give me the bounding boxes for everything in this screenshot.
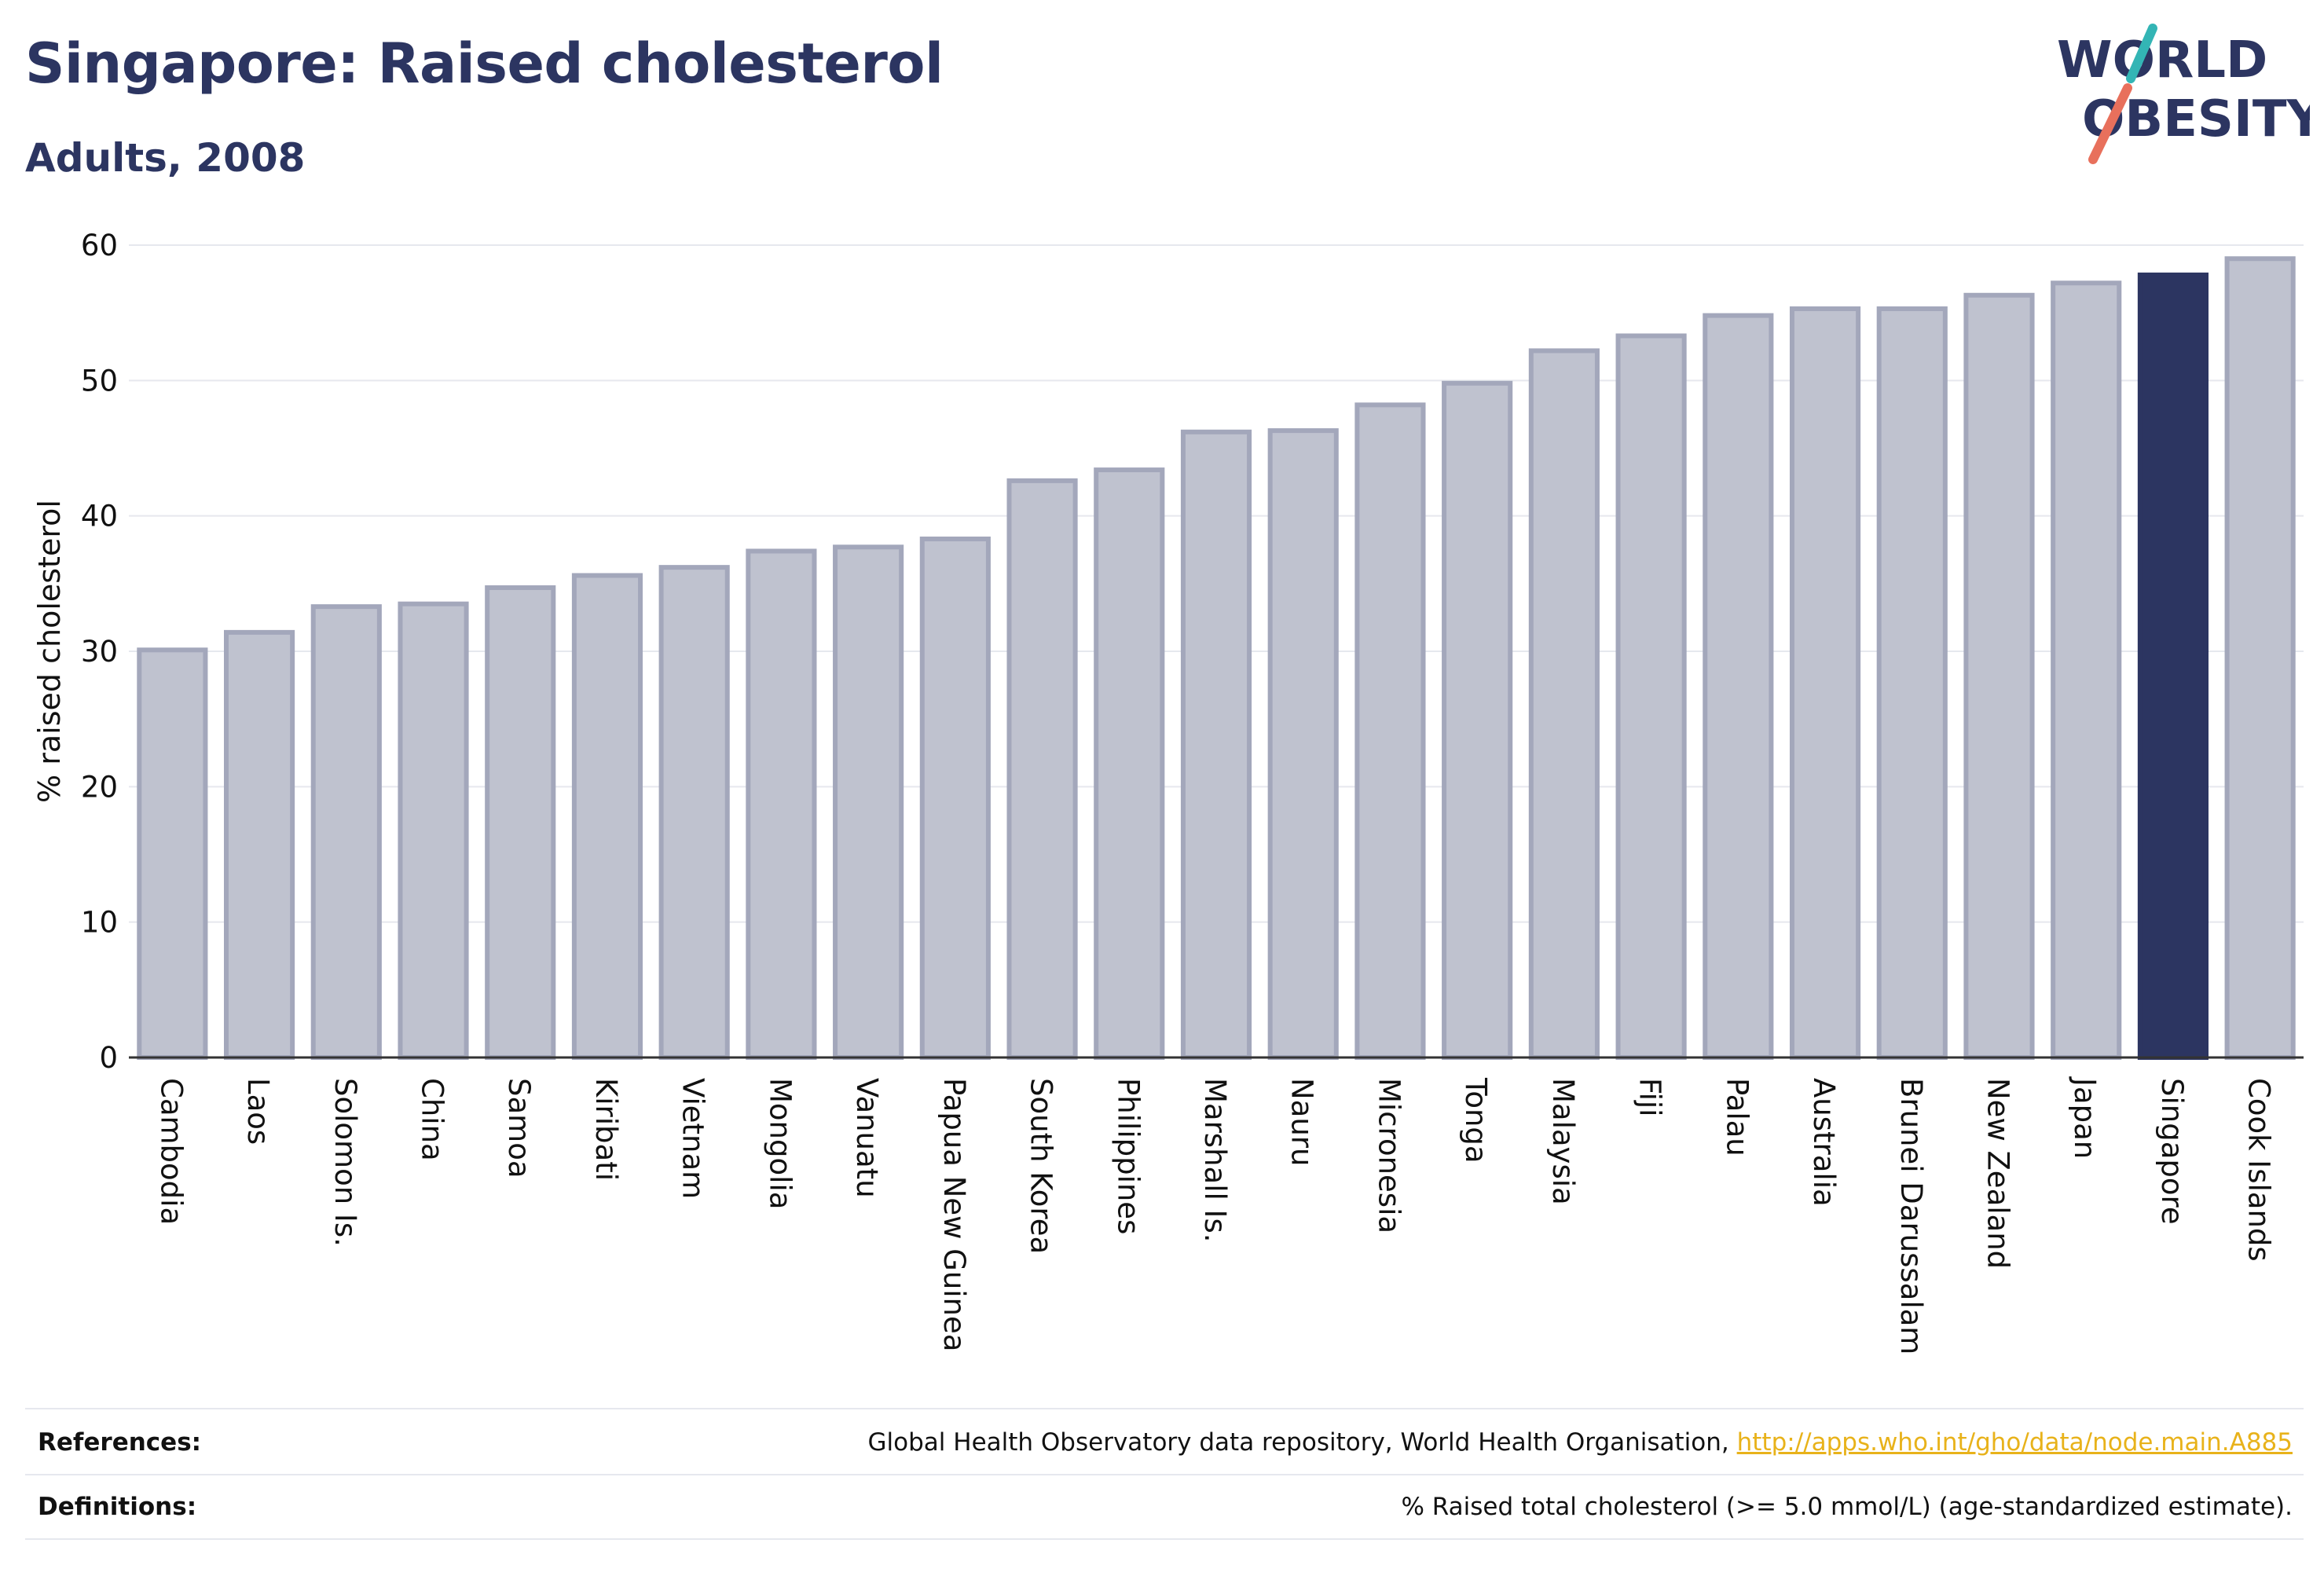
y-axis-ticks: 0 10 20 30 40 50 60 [81, 229, 118, 1075]
x-axis-labels: Cambodia Laos Solomon Is. China Samoa Kiribat… [154, 1076, 2275, 1354]
bar-solomon-is[interactable] [310, 604, 382, 1060]
x-tick-label: Australia [1807, 1078, 1841, 1207]
logo-slash-top [2126, 24, 2157, 83]
bar-palau[interactable] [1703, 313, 1774, 1060]
references-text: Global Health Observatory data repositor… [868, 1428, 2293, 1457]
logo-line1: WORLD [2057, 31, 2267, 90]
x-tick-label: Japan [2068, 1076, 2102, 1159]
bar-micronesia[interactable] [1354, 402, 1426, 1060]
footer-divider-top [25, 1408, 2304, 1409]
x-tick-label: Mongolia [763, 1078, 797, 1209]
bar-philippines[interactable] [1094, 467, 1165, 1060]
x-tick-label: New Zealand [1981, 1078, 2014, 1269]
y-tick-label: 60 [81, 229, 118, 262]
x-tick-label: Palau [1720, 1078, 1754, 1156]
bar-vietnam[interactable] [658, 565, 730, 1060]
bar-japan[interactable] [2051, 280, 2122, 1060]
bar-laos[interactable] [224, 629, 295, 1060]
x-tick-label: Tonga [1459, 1077, 1493, 1164]
bar-papua-new-guinea[interactable] [919, 536, 991, 1060]
page-subtitle: Adults, 2008 [25, 135, 306, 181]
y-tick-label: 10 [81, 906, 118, 940]
references-link[interactable]: http://apps.who.int/gho/data/node.main.A… [1736, 1428, 2293, 1457]
bar-singapore[interactable] [2137, 272, 2209, 1060]
x-tick-label: Philippines [1111, 1078, 1145, 1234]
world-obesity-logo: WORLD OBESITY [2057, 24, 2310, 164]
bar-nauru[interactable] [1267, 428, 1339, 1060]
bar-cambodia[interactable] [137, 647, 208, 1060]
bar-brunei-darussalam[interactable] [1876, 306, 1948, 1061]
y-tick-label: 0 [99, 1041, 118, 1075]
x-tick-label: South Korea [1025, 1078, 1058, 1254]
x-tick-label: Brunei Darussalam [1894, 1078, 1928, 1354]
y-axis-label: % raised cholesterol [32, 500, 67, 803]
x-tick-label: Fiji [1633, 1078, 1667, 1116]
x-tick-label: Samoa [502, 1078, 536, 1178]
x-tick-label: Laos [241, 1078, 275, 1145]
definitions-text: % Raised total cholesterol (>= 5.0 mmol/… [1401, 1493, 2293, 1521]
x-tick-label: Nauru [1285, 1078, 1319, 1166]
x-tick-label: Vietnam [676, 1078, 710, 1199]
bar-china[interactable] [398, 601, 469, 1060]
footer-divider-bottom [25, 1538, 2304, 1540]
definitions-label: Definitions: [38, 1493, 197, 1521]
bars [137, 256, 2296, 1061]
bar-new-zealand[interactable] [1963, 292, 2035, 1061]
y-tick-label: 30 [81, 635, 118, 669]
references-label: References: [38, 1428, 202, 1457]
x-tick-label: Cook Islands [2242, 1078, 2276, 1262]
x-tick-label: Kiribati [589, 1078, 623, 1181]
y-tick-label: 40 [81, 500, 118, 533]
page-title: Singapore: Raised cholesterol [25, 31, 944, 96]
x-tick-label: Cambodia [154, 1078, 188, 1225]
x-tick-label: Papua New Guinea [937, 1078, 971, 1351]
bar-mongolia[interactable] [746, 548, 817, 1060]
footer-divider-middle [25, 1474, 2304, 1475]
bar-samoa[interactable] [485, 585, 556, 1060]
bar-australia[interactable] [1789, 306, 1861, 1061]
bar-marshall-is[interactable] [1180, 429, 1252, 1060]
y-tick-label: 50 [81, 364, 118, 398]
bar-chart: 0 10 20 30 40 50 60 Cambodia Laos Solomon Is. Chi… [32, 229, 2304, 1354]
bar-fiji[interactable] [1615, 333, 1687, 1061]
logo-slash-bottom [2088, 83, 2132, 164]
references-source: Global Health Observatory data repositor… [867, 1428, 1737, 1457]
bar-south-korea[interactable] [1006, 478, 1078, 1060]
bar-vanuatu[interactable] [833, 544, 904, 1060]
y-tick-label: 20 [81, 770, 118, 804]
x-tick-label: Marshall Is. [1198, 1078, 1232, 1242]
x-tick-label: Solomon Is. [328, 1078, 362, 1247]
bar-cook-islands[interactable] [2224, 256, 2296, 1060]
x-tick-label: Vanuatu [850, 1078, 884, 1198]
x-tick-label: Malaysia [1546, 1078, 1580, 1205]
x-tick-label: Singapore [2155, 1078, 2189, 1225]
bar-malaysia[interactable] [1528, 348, 1600, 1061]
bar-kiribati[interactable] [571, 573, 643, 1060]
x-tick-label: Micronesia [1372, 1078, 1406, 1233]
x-tick-label: China [416, 1078, 449, 1161]
bar-tonga[interactable] [1442, 380, 1513, 1060]
